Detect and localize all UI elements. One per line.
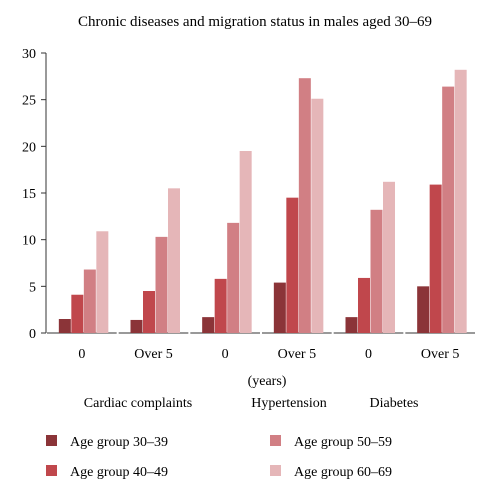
y-tick-label: 15 bbox=[22, 187, 36, 202]
bar bbox=[155, 236, 168, 333]
y-tick-label: 30 bbox=[22, 47, 36, 62]
y-tick-label: 0 bbox=[29, 327, 36, 342]
bar bbox=[298, 78, 311, 333]
bar bbox=[442, 86, 455, 333]
bar bbox=[83, 269, 96, 333]
x-tick-label: 0 bbox=[365, 347, 372, 362]
x-tick-label: 0 bbox=[78, 347, 85, 362]
bar bbox=[383, 181, 395, 333]
y-tick-label: 5 bbox=[29, 280, 36, 295]
y-tick-label: 20 bbox=[22, 140, 36, 155]
group-label: Hypertension bbox=[251, 396, 326, 411]
bar bbox=[370, 209, 383, 333]
bar bbox=[130, 319, 143, 333]
legend-label: Age group 60–69 bbox=[294, 465, 392, 480]
x-tick-label: Over 5 bbox=[421, 347, 460, 362]
bar bbox=[345, 317, 358, 333]
bar bbox=[96, 231, 109, 333]
bar bbox=[273, 282, 286, 333]
bar bbox=[358, 277, 370, 333]
legend: Age group 30–39 Age group 40–49 Age group … bbox=[46, 435, 392, 480]
bar bbox=[239, 151, 252, 333]
legend-label: Age group 40–49 bbox=[70, 465, 168, 480]
legend-swatch bbox=[270, 435, 281, 446]
bar bbox=[202, 317, 215, 333]
bar bbox=[227, 222, 240, 333]
plot-area: 0 5 10 15 20 25 30 0 Over 5 0 Over 5 0 Over 5 bbox=[22, 47, 475, 362]
bar bbox=[214, 278, 227, 333]
legend-label: Age group 30–39 bbox=[70, 435, 168, 450]
legend-label: Age group 50–59 bbox=[294, 435, 392, 450]
group-labels: Cardiac complaints Hypertension Diabetes bbox=[84, 396, 419, 411]
bar bbox=[311, 98, 324, 333]
bar bbox=[417, 286, 430, 333]
legend-swatch bbox=[270, 465, 281, 476]
y-tick-label: 25 bbox=[22, 94, 36, 109]
bar bbox=[429, 184, 442, 333]
bar bbox=[143, 291, 155, 333]
chart-title: Chronic diseases and migration status in… bbox=[78, 14, 432, 30]
x-tick-label: Over 5 bbox=[134, 347, 173, 362]
x-tick-label: 0 bbox=[222, 347, 229, 362]
x-axis-label: (years) bbox=[248, 374, 287, 389]
group-label: Cardiac complaints bbox=[84, 396, 192, 411]
legend-swatch bbox=[46, 435, 57, 446]
bar bbox=[454, 69, 467, 334]
y-tick-label: 10 bbox=[22, 234, 36, 249]
bar bbox=[168, 188, 180, 333]
group-label: Diabetes bbox=[370, 396, 419, 411]
x-tick-label: Over 5 bbox=[278, 347, 317, 362]
bar bbox=[58, 319, 71, 333]
bar bbox=[286, 197, 299, 333]
bar bbox=[71, 294, 84, 333]
legend-swatch bbox=[46, 465, 57, 476]
